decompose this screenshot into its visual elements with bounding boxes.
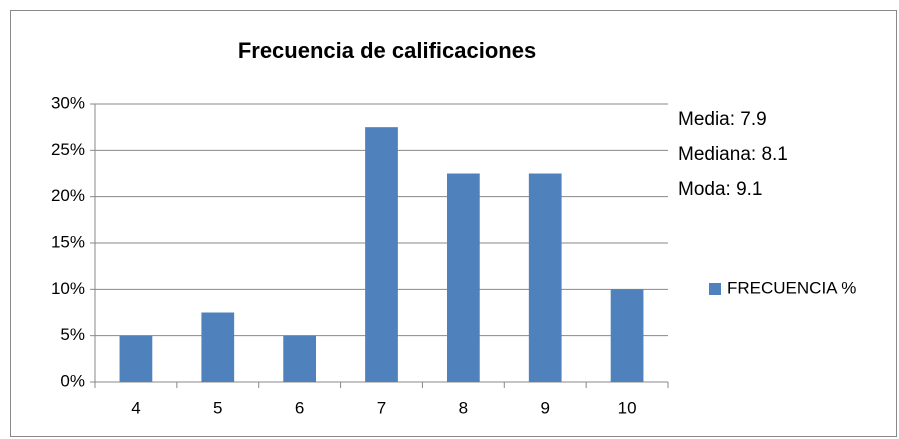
x-tick-label: 7 [377, 398, 386, 417]
y-tick-label: 25% [51, 140, 85, 159]
chart-title: Frecuencia de calificaciones [238, 38, 536, 63]
y-tick-label: 20% [51, 186, 85, 205]
y-tick-label: 10% [51, 279, 85, 298]
bar [528, 173, 562, 382]
x-tick-label: 5 [213, 398, 222, 417]
y-tick-label: 30% [51, 93, 85, 112]
annotation: Mediana: 8.1 [678, 144, 788, 165]
bar [201, 312, 235, 382]
bar [365, 127, 398, 383]
annotation: Media: 7.9 [678, 109, 767, 130]
x-tick-label: 8 [459, 398, 468, 417]
bar [610, 289, 644, 382]
x-tick-label: 9 [540, 398, 549, 417]
bar [119, 335, 153, 382]
legend-swatch [709, 283, 721, 295]
annotation: Moda: 9.1 [678, 179, 763, 200]
x-tick-label: 10 [618, 398, 637, 417]
y-tick-label: 15% [51, 232, 85, 251]
x-tick-label: 4 [131, 398, 140, 417]
bar [283, 335, 317, 382]
legend-label: FRECUENCIA % [727, 278, 856, 297]
y-tick-label: 5% [60, 325, 85, 344]
y-tick-label: 0% [60, 371, 85, 390]
x-tick-label: 6 [295, 398, 304, 417]
bar [446, 173, 480, 382]
